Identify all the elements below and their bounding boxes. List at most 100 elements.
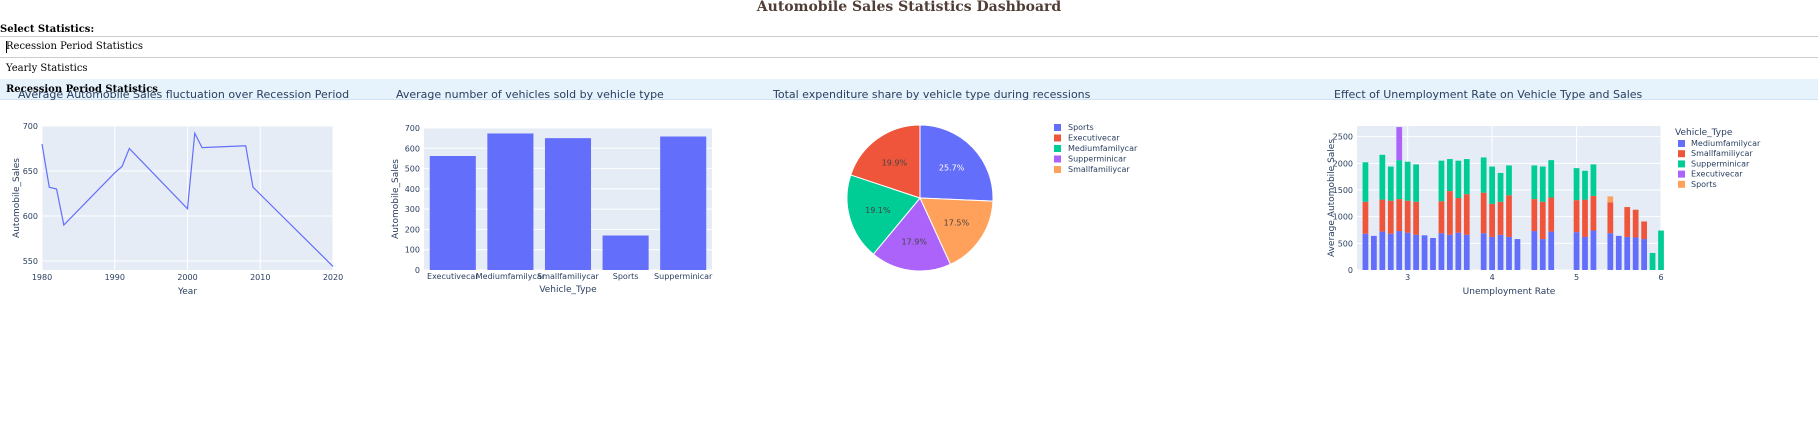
- chart-vehicles-by-type: Average number of vehicles sold by vehic…: [391, 88, 846, 350]
- bar-segment-mediumfamilycar: [1455, 232, 1462, 270]
- y-axis-label: Automobile_Sales: [12, 158, 22, 238]
- bar-segment-smallfamiliycar: [1548, 197, 1555, 232]
- bar-segment-supperminicar: [1396, 160, 1403, 200]
- y-tick-label: 400: [405, 185, 420, 194]
- x-tick-label: 2000: [177, 273, 197, 282]
- bar-segment-smallfamiliycar: [1582, 199, 1588, 237]
- bar-segment-supperminicar: [1497, 172, 1504, 202]
- x-tick-label: 4: [1490, 273, 1495, 282]
- bar-segment-mediumfamilycar: [1514, 239, 1521, 270]
- bar-segment-smallfamiliycar: [1362, 201, 1369, 234]
- y-tick-label: 0: [415, 266, 420, 275]
- bar-segment-supperminicar: [1362, 162, 1369, 202]
- bar-segment-mediumfamilycar: [1590, 230, 1597, 270]
- x-tick-label: Supperminicar: [654, 272, 713, 281]
- bar-segment-mediumfamilycar: [1548, 231, 1555, 270]
- bar-segment-smallfamiliycar: [1455, 198, 1462, 233]
- bar-segment-mediumfamilycar: [1506, 236, 1512, 270]
- select-statistics-label: Select Statistics:: [0, 24, 95, 35]
- x-tick-label: Sports: [613, 272, 639, 281]
- bar-segment-smallfamiliycar: [1489, 203, 1495, 237]
- chart-title: Average Automobile Sales fluctuation ove…: [18, 88, 349, 101]
- x-axis-label: Year: [177, 287, 197, 297]
- x-tick-label: 2020: [323, 273, 343, 282]
- pie-slice-label: 17.5%: [944, 218, 970, 227]
- stacked-bar-chart-svg: Effect of Unemployment Rate on Vehicle T…: [1327, 88, 1761, 297]
- y-tick-label: 500: [1338, 239, 1353, 248]
- legend-item-label: Executivecar: [1068, 134, 1120, 143]
- bar-supperminicar: [660, 136, 707, 270]
- bar-segment-mediumfamilycar: [1447, 234, 1453, 270]
- bar-segment-mediumfamilycar: [1615, 235, 1622, 270]
- bar-segment-supperminicar: [1658, 230, 1664, 270]
- y-tick-label: 600: [405, 144, 420, 153]
- chart-expenditure-share: Total expenditure share by vehicle type …: [772, 88, 1316, 350]
- bar-segment-mediumfamilycar: [1396, 231, 1403, 270]
- bar-segment-mediumfamilycar: [1413, 234, 1419, 270]
- legend-item-label: Mediumfamilycar: [1068, 144, 1138, 153]
- legend-swatch: [1054, 155, 1061, 163]
- y-tick-label: 550: [23, 257, 38, 266]
- x-tick-label: 6: [1658, 273, 1663, 282]
- bar-segment-supperminicar: [1480, 157, 1487, 193]
- legend-item-label: Executivecar: [1691, 170, 1743, 179]
- statistics-dropdown[interactable]: Recession Period Statistics Yearly Stati…: [0, 36, 1818, 100]
- sales-line: [41, 131, 334, 267]
- y-tick-label: 1000: [1333, 213, 1353, 222]
- legend-swatch: [1054, 134, 1061, 142]
- dropdown-option-yearly[interactable]: Yearly Statistics: [6, 63, 88, 74]
- legend-item-label: Smallfamiliycar: [1691, 149, 1753, 158]
- pie-slice-smallfamiliycar: [919, 197, 994, 266]
- y-tick-label: 1500: [1333, 186, 1353, 195]
- bar-segment-mediumfamilycar: [1607, 233, 1614, 270]
- y-tick-label: 500: [405, 165, 420, 174]
- bar-segment-supperminicar: [1463, 159, 1470, 195]
- y-axis-label: Average Automobile Sales: [1327, 139, 1337, 257]
- y-tick-label: 0: [1348, 266, 1353, 275]
- bar-segment-supperminicar: [1573, 168, 1580, 201]
- bar-segment-mediumfamilycar: [1387, 233, 1394, 270]
- bar-segment-supperminicar: [1387, 166, 1394, 201]
- legend-swatch: [1678, 160, 1685, 168]
- bar-segment-supperminicar: [1438, 160, 1445, 202]
- x-tick-label: Smallfamiliycar: [537, 272, 599, 281]
- y-tick-label: 650: [23, 167, 38, 176]
- bar-segment-mediumfamilycar: [1632, 237, 1639, 270]
- bar-segment-supperminicar: [1531, 165, 1538, 200]
- chart-unemployment-effect: Effect of Unemployment Rate on Vehicle T…: [1316, 88, 1816, 350]
- y-tick-label: 700: [405, 124, 420, 133]
- pie-slice-supperminicar: [872, 197, 952, 272]
- x-tick-label: Mediumfamilycar: [476, 272, 546, 281]
- y-tick-label: 200: [405, 225, 420, 234]
- dropdown-current-value[interactable]: Recession Period Statistics: [0, 37, 1818, 58]
- bar-segment-smallfamiliycar: [1404, 200, 1411, 233]
- legend-title: Vehicle_Type: [1675, 128, 1733, 138]
- text-cursor: [6, 41, 7, 53]
- pie-slice-label: 19.9%: [882, 158, 908, 167]
- bar-segment-smallfamiliycar: [1506, 195, 1512, 237]
- legend-swatch: [1678, 180, 1685, 188]
- legend-item-label: Smallfamiliycar: [1068, 165, 1130, 174]
- x-tick-label: 3: [1405, 273, 1410, 282]
- bar-segment-mediumfamilycar: [1463, 234, 1470, 270]
- bar-segment-mediumfamilycar: [1421, 235, 1428, 270]
- bar-segment-mediumfamilycar: [1531, 231, 1538, 270]
- legend-swatch: [1678, 150, 1685, 158]
- pie-slice-label: 19.1%: [865, 206, 891, 215]
- legend-item-label: Supperminicar: [1691, 159, 1750, 168]
- bar-segment-mediumfamilycar: [1573, 232, 1580, 270]
- bar-segment-smallfamiliycar: [1539, 201, 1546, 240]
- x-axis-label: Vehicle_Type: [539, 285, 597, 295]
- x-tick-label: 1990: [105, 273, 125, 282]
- legend-swatch: [1054, 124, 1061, 131]
- dropdown-option-recession[interactable]: Recession Period Statistics: [0, 79, 1818, 100]
- page-title: Automobile Sales Statistics Dashboard: [756, 0, 1062, 15]
- bar-segment-mediumfamilycar: [1489, 236, 1495, 270]
- pie-slice-executivecar: [850, 124, 921, 199]
- bar-segment-mediumfamilycar: [1497, 234, 1504, 270]
- pie-slice-sports: [919, 124, 994, 202]
- legend-item-label: Supperminicar: [1068, 155, 1127, 164]
- bar-segment-smallfamiliycar: [1641, 221, 1647, 240]
- bar-segment-smallfamiliycar: [1396, 199, 1403, 232]
- bar-segment-mediumfamilycar: [1624, 236, 1631, 270]
